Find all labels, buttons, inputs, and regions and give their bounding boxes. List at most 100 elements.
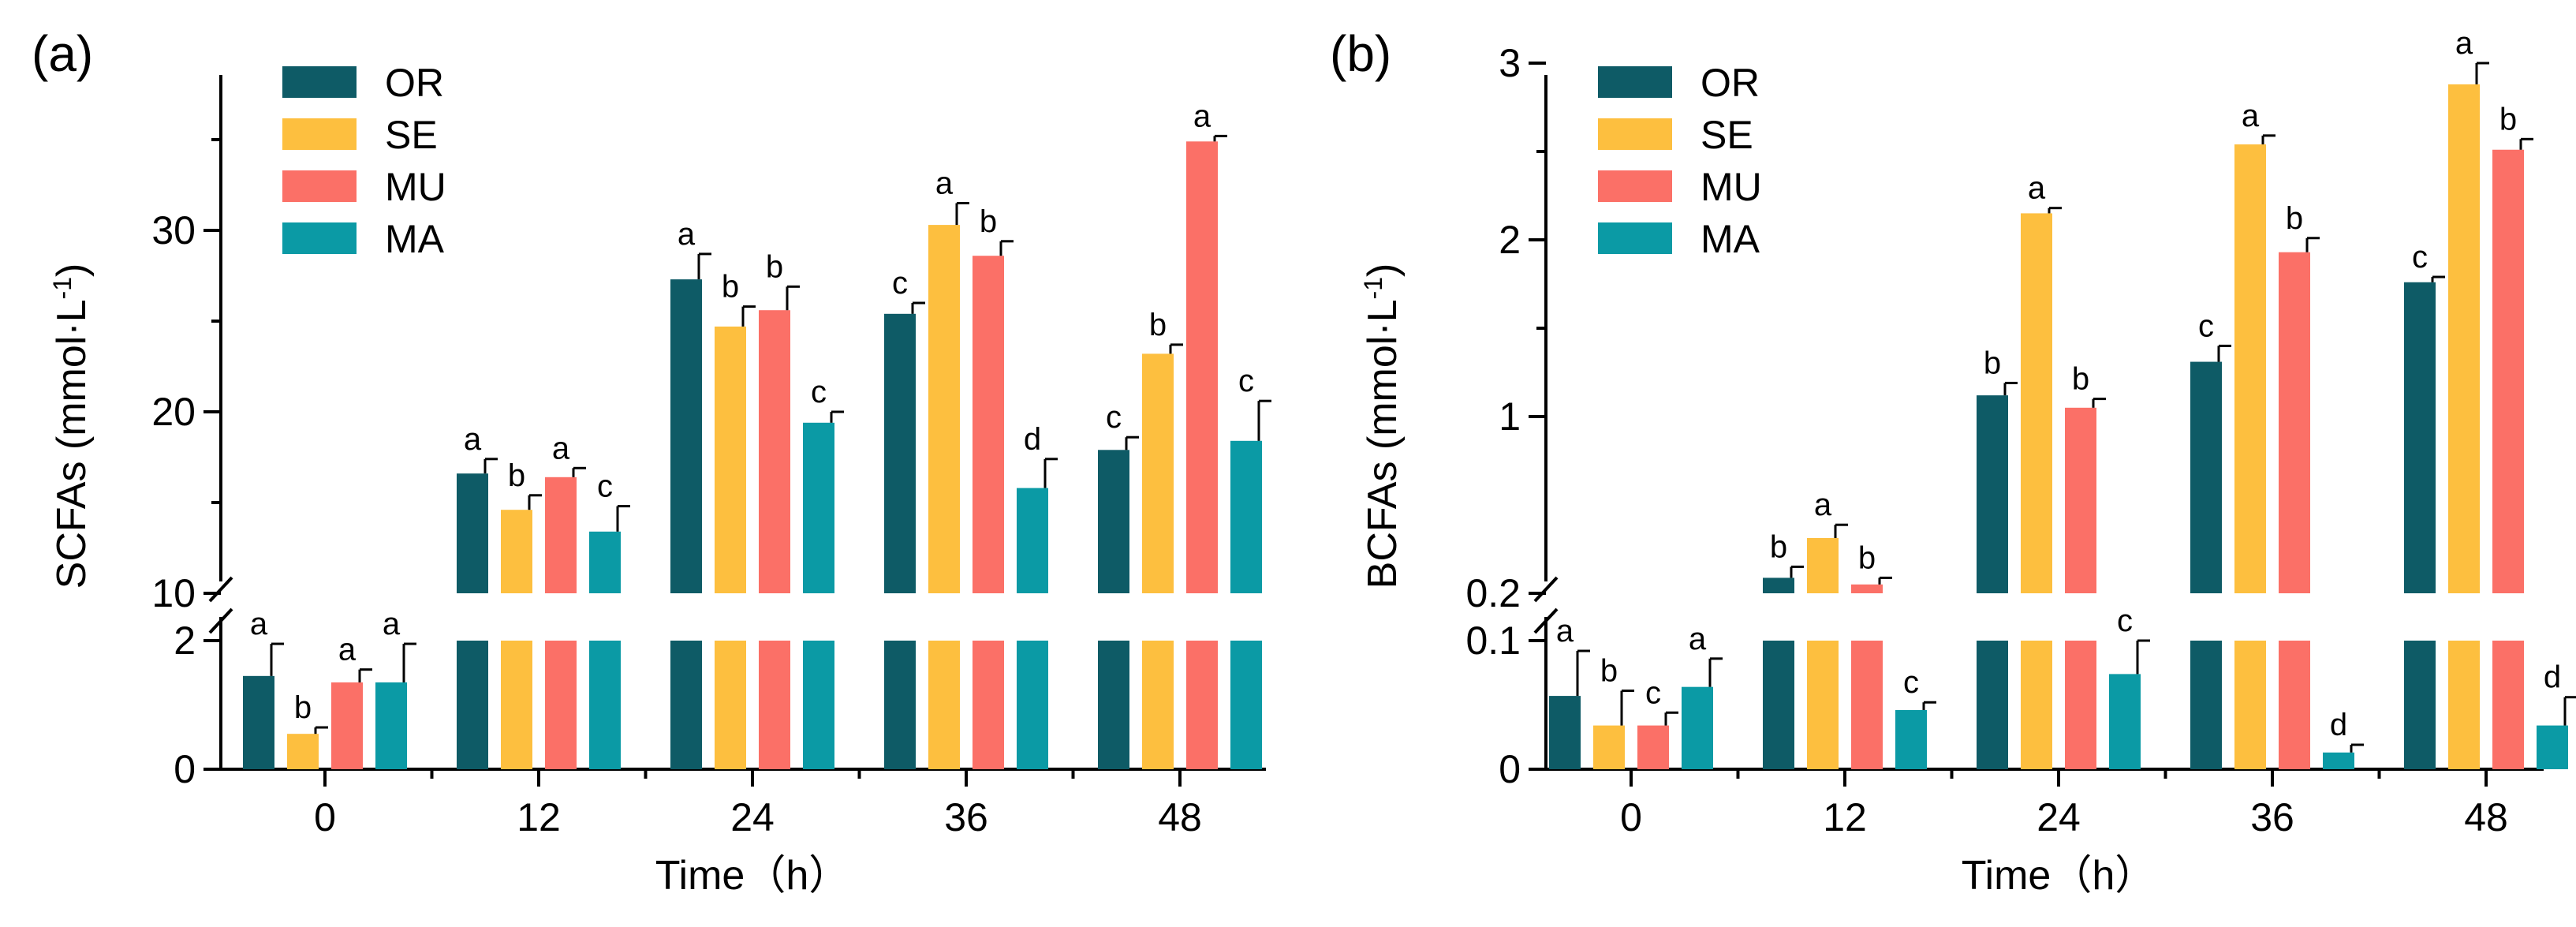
bar-lower-segment [928, 641, 960, 769]
bar-lower-segment [589, 641, 621, 769]
bar [1851, 584, 1883, 593]
axis-break-mark [1533, 607, 1559, 634]
bar [670, 279, 702, 593]
axis-break-mark [208, 607, 233, 634]
legend-swatch [1598, 170, 1672, 202]
y-tick-label: 1 [1499, 394, 1521, 439]
legend-label: OR [385, 61, 444, 105]
significance-letter: d [1024, 422, 1041, 457]
y-tick-label: 0.2 [1465, 571, 1521, 615]
bar-lower-segment [973, 641, 1004, 769]
bar [2537, 725, 2568, 769]
bar [759, 310, 790, 593]
legend-swatch [282, 170, 357, 202]
y-tick-label: 0 [1499, 747, 1521, 791]
significance-letter: a [250, 607, 268, 641]
significance-letter: c [2412, 240, 2428, 275]
legend-swatch [1598, 222, 1672, 254]
significance-letter: a [1556, 614, 1574, 649]
bar [545, 477, 577, 593]
bar-lower-segment [759, 641, 790, 769]
panel-label: (b) [1330, 25, 1391, 82]
significance-letter: a [935, 166, 954, 201]
x-tick-label: 48 [2464, 795, 2508, 839]
bar-lower-segment [545, 641, 577, 769]
significance-letter: c [811, 375, 827, 409]
bar [1593, 725, 1625, 769]
legend-label: MA [385, 217, 445, 261]
y-tick-label: 10 [151, 571, 196, 615]
significance-letter: c [2198, 308, 2214, 343]
legend-label: MU [385, 165, 446, 209]
legend-swatch [282, 66, 357, 98]
x-tick-label: 36 [2250, 795, 2294, 839]
bar [2279, 252, 2310, 593]
significance-letter: d [2330, 708, 2347, 742]
significance-letter: a [2455, 26, 2473, 61]
significance-letter: a [383, 607, 401, 641]
bar [973, 256, 1004, 593]
bar [2065, 407, 2096, 593]
bar [287, 734, 319, 769]
significance-letter: b [1858, 540, 1876, 575]
legend-label: MA [1701, 217, 1760, 261]
significance-letter: d [2544, 660, 2561, 695]
bar [884, 313, 916, 593]
bar [2323, 752, 2354, 769]
significance-letter: a [2242, 99, 2260, 133]
x-tick-label: 0 [314, 795, 336, 839]
bar-lower-segment [2279, 641, 2310, 769]
legend-swatch [1598, 118, 1672, 150]
legend-label: SE [385, 113, 438, 157]
bar-lower-segment [803, 641, 834, 769]
significance-letter: b [2286, 201, 2303, 236]
bar [1142, 353, 1174, 593]
x-tick-label: 24 [730, 795, 775, 839]
bar [375, 682, 407, 769]
bar [1186, 141, 1218, 594]
bar [715, 326, 746, 593]
bar [2234, 144, 2266, 594]
bar [243, 675, 274, 769]
x-tick-label: 12 [517, 795, 561, 839]
x-tick-label: 12 [1823, 795, 1867, 839]
x-tick-label: 48 [1158, 795, 1202, 839]
bar-lower-segment [1017, 641, 1048, 769]
bar-lower-segment [457, 641, 488, 769]
axis-break-mark [1533, 576, 1559, 603]
bar-lower-segment [884, 641, 916, 769]
bar-lower-segment [1186, 641, 1218, 769]
bar-lower-segment [1098, 641, 1129, 769]
x-tick-label: 24 [2037, 795, 2081, 839]
significance-letter: b [980, 204, 997, 239]
x-axis-title: Time（h） [1962, 853, 2156, 899]
significance-letter: b [2499, 102, 2517, 136]
y-axis-title: SCFAs (mmol·L-1) [48, 264, 95, 589]
bar-lower-segment [2492, 641, 2524, 769]
bar [928, 225, 960, 593]
significance-letter: b [1149, 308, 1167, 342]
significance-letter: a [1689, 622, 1707, 656]
significance-letter: c [1903, 665, 1919, 700]
bar [457, 473, 488, 593]
y-tick-label: 20 [151, 390, 196, 434]
axis-break-mark [208, 576, 233, 603]
legend-label: MU [1701, 165, 1762, 209]
significance-letter: a [678, 217, 696, 252]
bar [2404, 282, 2436, 593]
y-axis-title: BCFAs (mmol·L-1) [1359, 264, 1406, 589]
significance-letter: c [2117, 604, 2133, 638]
bar [331, 682, 363, 769]
y-tick-label: 2 [174, 619, 196, 663]
bar [1549, 696, 1581, 769]
significance-letter: c [1106, 400, 1122, 435]
bar-lower-segment [2065, 641, 2096, 769]
y-tick-label: 0.1 [1465, 619, 1521, 663]
legend-label: OR [1701, 61, 1760, 105]
bar [1763, 578, 1794, 593]
bar [589, 531, 621, 593]
bar-lower-segment [2404, 641, 2436, 769]
bar [1807, 538, 1839, 593]
